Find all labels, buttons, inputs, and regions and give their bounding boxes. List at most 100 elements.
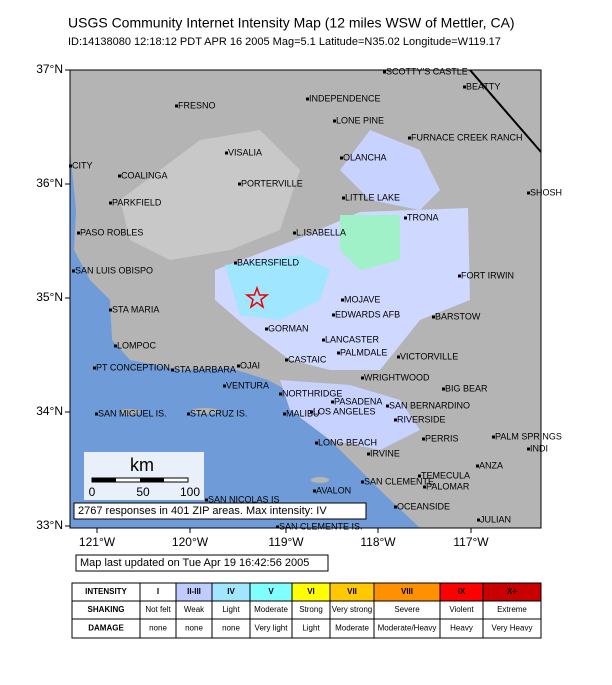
place-label: BIG BEAR: [445, 383, 488, 393]
place-label: LOMPOC: [117, 340, 157, 350]
place-label: LANCASTER: [325, 334, 380, 344]
place-label: PARKFIELD: [112, 197, 162, 207]
place-label: INDEPENDENCE: [309, 93, 381, 103]
place-marker: [432, 315, 435, 319]
place-marker: [394, 505, 397, 509]
place-label: LOS ANGELES: [313, 406, 376, 416]
legend-shaking: Strong: [299, 605, 323, 614]
place-label: MOJAVE: [344, 294, 380, 304]
place-marker: [477, 518, 480, 522]
place-label: VENTURA: [226, 380, 269, 390]
place-label: TEMECULA: [421, 470, 470, 480]
lat-tick-label: 33°N: [36, 518, 63, 532]
place-marker: [283, 412, 286, 416]
place-label: LONG BEACH: [318, 437, 377, 447]
place-label: PALMDALE: [340, 347, 387, 357]
place-marker: [418, 474, 421, 478]
legend-shaking: Weak: [184, 605, 205, 614]
place-label: OJAI: [240, 360, 260, 370]
scale-title: km: [130, 455, 154, 475]
place-marker: [386, 404, 389, 408]
place-label: PT CONCEPTION: [96, 362, 170, 372]
place-marker: [306, 97, 309, 101]
place-label: PASADENA: [334, 396, 382, 406]
place-label: NORTHRIDGE: [282, 388, 342, 398]
place-label: AVALON: [316, 485, 351, 495]
place-marker: [341, 298, 344, 302]
place-marker: [458, 274, 461, 278]
intensity-legend: INTENSITY I II-III IV V VI VII VIII IX X+ SHAKING N…: [71, 582, 542, 639]
updated: Map last updated on Tue Apr 19 16:42:56 …: [80, 557, 309, 569]
place-marker: [397, 355, 400, 359]
scale-tick: 50: [136, 485, 150, 499]
title: USGS Community Internet Intensity Map (1…: [68, 15, 515, 31]
place-label: FURNACE CREEK RANCH: [411, 132, 523, 142]
place-label: IRVINE: [370, 448, 400, 458]
place-label: LITTLE LAKE: [345, 192, 400, 202]
place-marker: [225, 151, 228, 155]
place-label: EDWARDS AFB: [335, 309, 400, 319]
lat-tick-label: 37°N: [36, 62, 63, 76]
place-marker: [313, 489, 316, 493]
legend-damage: Very light: [255, 624, 289, 633]
lat-tick-label: 35°N: [36, 290, 63, 304]
legend-intensity: VIII: [401, 587, 413, 596]
legend-damage: Heavy: [450, 624, 473, 633]
legend-shaking: Moderate: [254, 605, 288, 614]
place-label: ANZA: [479, 460, 503, 470]
place-marker: [109, 201, 112, 205]
legend-row-header: DAMAGE: [88, 624, 124, 633]
island: [120, 409, 140, 415]
state-border: [469, 70, 541, 153]
place-label: INDI: [530, 443, 548, 453]
place-label: SAN MIGUEL IS.: [98, 408, 167, 418]
valley: [120, 130, 300, 260]
place-marker: [265, 327, 268, 331]
legend-damage: Moderate: [335, 624, 369, 633]
place-marker: [361, 480, 364, 484]
legend-shaking: Severe: [394, 605, 420, 614]
place-label: SAN NICOLAS IS: [208, 494, 280, 504]
place-label: JULIAN: [480, 514, 511, 524]
legend-damage: none: [185, 624, 203, 633]
place-marker: [333, 119, 336, 123]
epicenter: [244, 285, 270, 309]
place-marker: [463, 85, 466, 89]
legend-cell: [482, 618, 542, 639]
place-label: SHOSH: [530, 187, 562, 197]
legend-intensity: X+: [507, 587, 517, 596]
scale-tick: 0: [89, 485, 96, 499]
place-label: LONE PINE: [336, 115, 384, 125]
place-label: SCOTTY'S CASTLE: [386, 66, 468, 76]
place-marker: [422, 437, 425, 441]
ocean: [70, 150, 420, 528]
legend-intensity: IV: [227, 587, 235, 596]
place-label: SAN CLEMENTE IS.: [279, 521, 363, 531]
scale-tick: 100: [180, 485, 200, 499]
map-frame: [69, 69, 542, 529]
place-marker: [205, 498, 208, 502]
place-marker: [95, 412, 98, 416]
place-label: RIVERSIDE: [397, 414, 446, 424]
place-marker: [171, 368, 174, 372]
place-label: TRONA: [407, 212, 439, 222]
lon-tick-label: 120°W: [172, 535, 209, 549]
place-label: PASO ROBLES: [80, 227, 143, 237]
place-marker: [527, 191, 530, 195]
place-label: CASTAIC: [288, 354, 327, 364]
place-marker: [337, 351, 340, 355]
place-label: STA MARIA: [112, 304, 159, 314]
place-label: BEATTY: [466, 81, 500, 91]
place-marker: [394, 418, 397, 422]
place-label: PALOMAR: [426, 481, 470, 491]
place-label: L.ISABELLA: [296, 227, 346, 237]
place-label: FORT IRWIN: [461, 270, 514, 280]
island: [191, 408, 219, 414]
place-marker: [276, 525, 279, 529]
place-marker: [285, 358, 288, 362]
intensity-zone: [280, 380, 420, 450]
place-marker: [109, 308, 112, 312]
place-marker: [332, 313, 335, 317]
